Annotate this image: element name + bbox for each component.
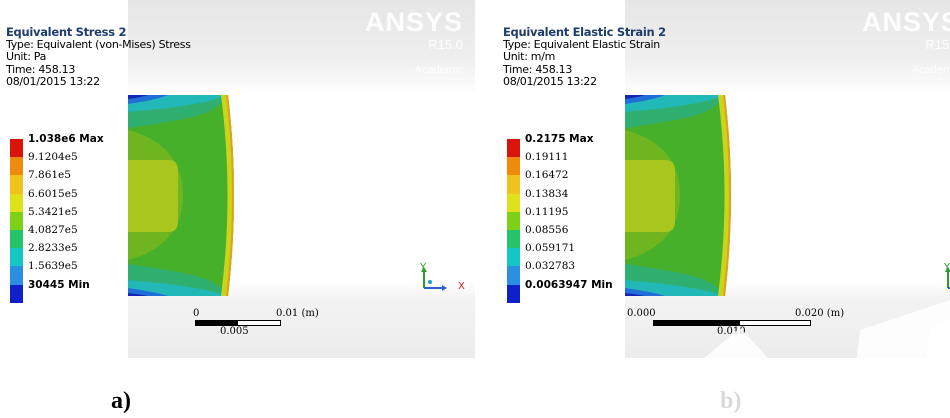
result-unit: Unit: m/m	[503, 50, 556, 64]
brand-edition: Academic	[911, 64, 950, 76]
brand-version: R15.0	[925, 37, 950, 52]
graphics-viewport[interactable]: ANSYS R15.0 Academic 0 0.01 (m) 0.005 Y …	[128, 0, 475, 358]
brand-name: ANSYS	[364, 7, 463, 37]
legend-swatch	[10, 193, 23, 212]
legend-swatch	[507, 284, 520, 303]
ansys-brand: ANSYS R15.0 Academic	[365, 8, 463, 76]
result-title: Equivalent Elastic Strain 2	[503, 25, 666, 39]
legend-max-label: 1.038e6 Max	[28, 133, 104, 145]
legend-label: 0.11195	[525, 205, 569, 218]
legend-label: 0.032783	[525, 260, 576, 273]
fea-contour-model	[625, 95, 950, 296]
legend-swatch	[507, 157, 520, 176]
legend-swatch	[507, 193, 520, 212]
legend-label: 5.3421e5	[28, 205, 78, 218]
legend-label: 0.08556	[525, 223, 569, 236]
legend-label: 6.6015e5	[28, 187, 78, 200]
legend-swatch	[507, 229, 520, 249]
legend-swatch	[10, 139, 23, 158]
scale-bar-light-segment	[739, 320, 811, 326]
legend-swatch	[507, 175, 520, 194]
result-info: Equivalent Stress 2 Type: Equivalent (vo…	[6, 26, 191, 89]
panel-a: ANSYS R15.0 Academic 0 0.01 (m) 0.005 Y …	[6, 0, 475, 358]
result-date: 08/01/2015 13:22	[503, 75, 597, 89]
triad-x-label: X	[458, 281, 465, 292]
triad-y-label: Y	[944, 262, 950, 273]
result-type: Type: Equivalent (von-Mises) Stress	[6, 37, 191, 51]
legend-swatch	[507, 211, 520, 230]
legend-swatch	[10, 229, 23, 249]
brand-edition: Academic	[414, 64, 463, 76]
caption-b: b)	[720, 388, 742, 414]
legend-max-label: 0.2175 Max	[525, 133, 594, 145]
result-info: Equivalent Elastic Strain 2 Type: Equiva…	[503, 26, 666, 89]
scale-mid-label: 0.005	[220, 326, 249, 337]
result-unit: Unit: Pa	[6, 50, 47, 64]
legend-min-label: 30445 Min	[28, 278, 90, 291]
legend-label: 0.16472	[525, 169, 569, 182]
legend-label: 0.059171	[525, 242, 576, 255]
legend-min-label: 0.0063947 Min	[525, 278, 613, 291]
scale-right-label: 0.01 (m)	[276, 308, 319, 319]
legend-swatch	[10, 157, 23, 176]
legend-swatch	[10, 266, 23, 285]
legend-swatch	[10, 248, 23, 267]
legend-label: 9.1204e5	[28, 151, 78, 164]
fea-contour-model	[128, 95, 447, 296]
scale-left-label: 0	[193, 308, 200, 319]
legend-swatch	[507, 266, 520, 285]
legend-swatch	[10, 284, 23, 303]
graphics-viewport[interactable]: ANSYS R15.0 Academic 0.000 0.020 (m) 0.0…	[625, 0, 950, 358]
caption-a: a)	[111, 388, 131, 414]
legend-label: 0.13834	[525, 187, 569, 200]
legend-label: 4.0827e5	[28, 223, 78, 236]
legend-label: 0.19111	[525, 151, 569, 164]
legend-label: 1.5639e5	[28, 260, 78, 273]
result-type: Type: Equivalent Elastic Strain	[503, 37, 660, 51]
result-date: 08/01/2015 13:22	[6, 75, 100, 89]
scale-left-label: 0.000	[627, 308, 656, 319]
triad-y-label: Y	[420, 262, 427, 273]
ansys-brand: ANSYS R15.0 Academic	[862, 8, 950, 76]
scale-bar-light-segment	[237, 320, 281, 326]
result-time: Time: 458.13	[6, 62, 76, 76]
coordinate-triad	[421, 267, 447, 291]
legend-label: 2.8233e5	[28, 242, 78, 255]
scale-right-label: 0.020 (m)	[795, 308, 845, 319]
legend-swatch	[10, 175, 23, 194]
panel-b: ANSYS R15.0 Academic 0.000 0.020 (m) 0.0…	[497, 0, 950, 418]
legend-label: 7.861e5	[28, 169, 71, 182]
legend-swatch	[507, 248, 520, 267]
brand-name: ANSYS	[861, 7, 950, 37]
result-time: Time: 458.13	[503, 62, 573, 76]
brand-version: R15.0	[428, 37, 463, 52]
scale-mid-label: 0.010	[717, 326, 746, 337]
legend-swatch	[10, 211, 23, 230]
result-title: Equivalent Stress 2	[6, 25, 127, 39]
coordinate-triad	[945, 267, 950, 289]
legend-swatch	[507, 139, 520, 158]
